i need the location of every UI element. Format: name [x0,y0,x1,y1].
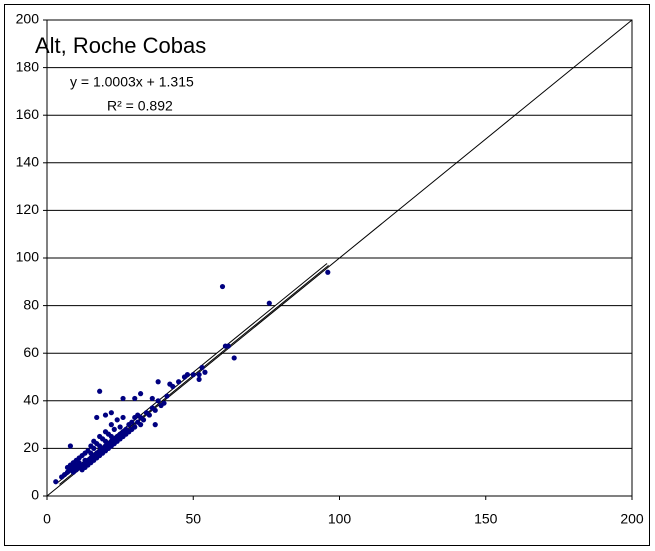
point [161,400,167,406]
point [190,372,196,378]
y-tick-label: 200 [16,11,40,27]
equation: y = 1.0003x + 1.315 [70,74,194,90]
point [184,372,190,378]
point [114,417,120,423]
point [219,283,226,290]
y-tick-label: 40 [23,392,39,408]
chart-title: Alt, Roche Cobas [35,33,206,58]
point [94,414,100,421]
point [67,443,73,449]
point [176,379,182,385]
y-tick-label: 140 [16,154,40,170]
point [202,369,208,375]
y-tick-label: 180 [16,58,40,74]
plot-area [46,19,633,497]
point [132,395,138,402]
x-tick-label: 100 [328,511,352,527]
point [231,355,237,361]
point [140,417,147,423]
x-tick-label: 0 [43,511,51,527]
point [196,376,202,382]
point [149,395,155,402]
point [196,372,202,378]
y-tick-label: 0 [31,487,39,503]
point [325,269,331,275]
identity-line [46,19,633,497]
point [91,445,97,451]
y-tick-label: 120 [16,201,40,217]
point [129,419,135,425]
point [108,422,114,428]
point [199,364,205,371]
chart-frame [4,4,650,546]
point [138,422,144,428]
point [155,379,161,385]
point [108,410,114,416]
point [117,424,123,430]
point [102,412,109,418]
x-tick-label: 200 [620,511,644,527]
point [164,393,170,399]
point [266,300,272,306]
x-tick-label: 150 [474,511,498,527]
point [97,388,103,394]
point [155,398,161,404]
y-tick-label: 160 [16,106,40,122]
point [225,343,231,349]
r-squared: R² = 0.892 [107,98,173,114]
point [152,407,158,413]
x-tick-label: 50 [185,511,201,527]
point [152,422,158,428]
point [53,479,59,485]
y-tick-label: 60 [23,344,39,360]
point [120,414,126,421]
point [120,395,126,402]
point [170,383,176,390]
y-tick-label: 100 [16,249,40,265]
point [138,391,144,397]
point [146,412,152,418]
point [132,424,138,430]
point [111,426,117,432]
y-tick-label: 20 [23,439,39,455]
y-tick-label: 80 [23,296,39,312]
